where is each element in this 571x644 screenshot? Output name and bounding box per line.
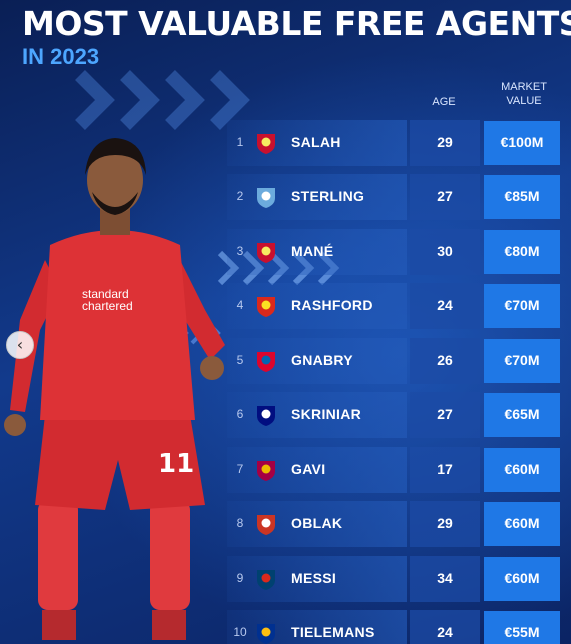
player-age: 24: [437, 624, 453, 640]
rank-number: 10: [233, 625, 247, 639]
player-market-value: €55M: [504, 624, 540, 640]
column-header-market-value: MARKET VALUE: [501, 81, 547, 107]
player-age: 27: [437, 188, 453, 204]
rank-number: 7: [236, 462, 244, 476]
liverpool-crest-icon: [257, 134, 275, 154]
carousel-prev-button[interactable]: ‹: [6, 331, 34, 359]
player-age: 29: [437, 515, 453, 531]
player-age: 30: [437, 243, 453, 259]
table-row: 6 SKRINIAR 27 €65M: [227, 392, 567, 438]
table-row: 1 SALAH 29 €100M: [227, 120, 567, 166]
table-row: 10 TIELEMANS 24 €55M: [227, 610, 567, 644]
age-cell: [410, 283, 480, 329]
market-value-cell: [484, 502, 560, 546]
liverpool-crest-icon: [257, 243, 275, 263]
market-value-cell: [484, 339, 560, 383]
player-name: OBLAK: [291, 515, 343, 531]
market-value-cell: [484, 393, 560, 437]
rank-number: 2: [236, 189, 244, 203]
leicester-crest-icon: [257, 624, 275, 644]
player-market-value: €60M: [504, 515, 540, 531]
player-name: GAVI: [291, 461, 326, 477]
market-value-cell: [484, 284, 560, 328]
sponsor-text: standard: [82, 287, 129, 301]
player-name: MANÉ: [291, 243, 334, 259]
age-cell: [410, 229, 480, 275]
player-name: MESSI: [291, 570, 337, 586]
market-value-cell: [484, 121, 560, 165]
man-city-crest-icon: [257, 188, 275, 208]
player-age: 27: [437, 406, 453, 422]
player-age: 24: [437, 297, 453, 313]
psg-crest-icon: [257, 570, 275, 590]
market-value-cell: [484, 175, 560, 219]
player-age: 29: [437, 134, 453, 150]
page-subtitle: IN 2023: [22, 44, 100, 69]
age-cell: [410, 501, 480, 547]
rank-number: 1: [236, 135, 244, 149]
player-market-value: €65M: [504, 406, 540, 422]
table-row: 9 MESSI 34 €60M: [227, 556, 567, 602]
player-market-value: €100M: [500, 134, 544, 150]
rank-number: 4: [236, 298, 244, 312]
player-name: TIELEMANS: [291, 624, 375, 640]
player-market-value: €70M: [504, 297, 540, 313]
player-name: GNABRY: [291, 352, 353, 368]
age-cell: [410, 447, 480, 493]
player-name: SKRINIAR: [291, 406, 362, 422]
table-row: 3 MANÉ 30 €80M: [227, 229, 567, 275]
age-cell: [410, 338, 480, 384]
rank-number: 8: [236, 516, 244, 530]
rank-number: 6: [236, 407, 244, 421]
rank-number: 3: [236, 244, 244, 258]
shirt-number: 11: [158, 449, 194, 479]
table-row: 4 RASHFORD 24 €70M: [227, 283, 567, 329]
table-row: 5 GNABRY 26 €70M: [227, 338, 567, 384]
player-age: 34: [437, 570, 453, 586]
table-row: 8 OBLAK 29 €60M: [227, 501, 567, 547]
sponsor-text: chartered: [82, 299, 133, 313]
player-market-value: €60M: [504, 461, 540, 477]
age-cell: [410, 392, 480, 438]
age-cell: [410, 174, 480, 220]
market-value-cell: [484, 230, 560, 274]
player-market-value: €85M: [504, 188, 540, 204]
column-header-age: AGE: [432, 96, 456, 108]
page-title: MOST VALUABLE FREE AGENTS: [22, 4, 571, 43]
player-market-value: €60M: [504, 570, 540, 586]
inter-crest-icon: [257, 406, 275, 426]
table-row: 2 STERLING 27 €85M: [227, 174, 567, 220]
bayern-crest-icon: [257, 352, 275, 372]
chevron-pattern-icon: [75, 70, 250, 130]
market-value-cell: [484, 557, 560, 601]
player-age: 17: [437, 461, 453, 477]
barcelona-crest-icon: [257, 461, 275, 481]
player-name: STERLING: [291, 188, 365, 204]
player-name: RASHFORD: [291, 297, 373, 313]
player-name: SALAH: [291, 134, 341, 150]
age-cell: [410, 120, 480, 166]
rank-number: 5: [236, 353, 244, 367]
atletico-crest-icon: [257, 515, 275, 535]
player-market-value: €70M: [504, 352, 540, 368]
table-row: 7 GAVI 17 €60M: [227, 447, 567, 493]
man-utd-crest-icon: [257, 297, 275, 317]
player-photo: 11 standard chartered: [4, 138, 225, 640]
age-cell: [410, 610, 480, 644]
market-value-cell: [484, 611, 560, 644]
market-value-cell: [484, 448, 560, 492]
rank-number: 9: [236, 571, 244, 585]
player-market-value: €80M: [504, 243, 540, 259]
player-age: 26: [437, 352, 453, 368]
age-cell: [410, 556, 480, 602]
